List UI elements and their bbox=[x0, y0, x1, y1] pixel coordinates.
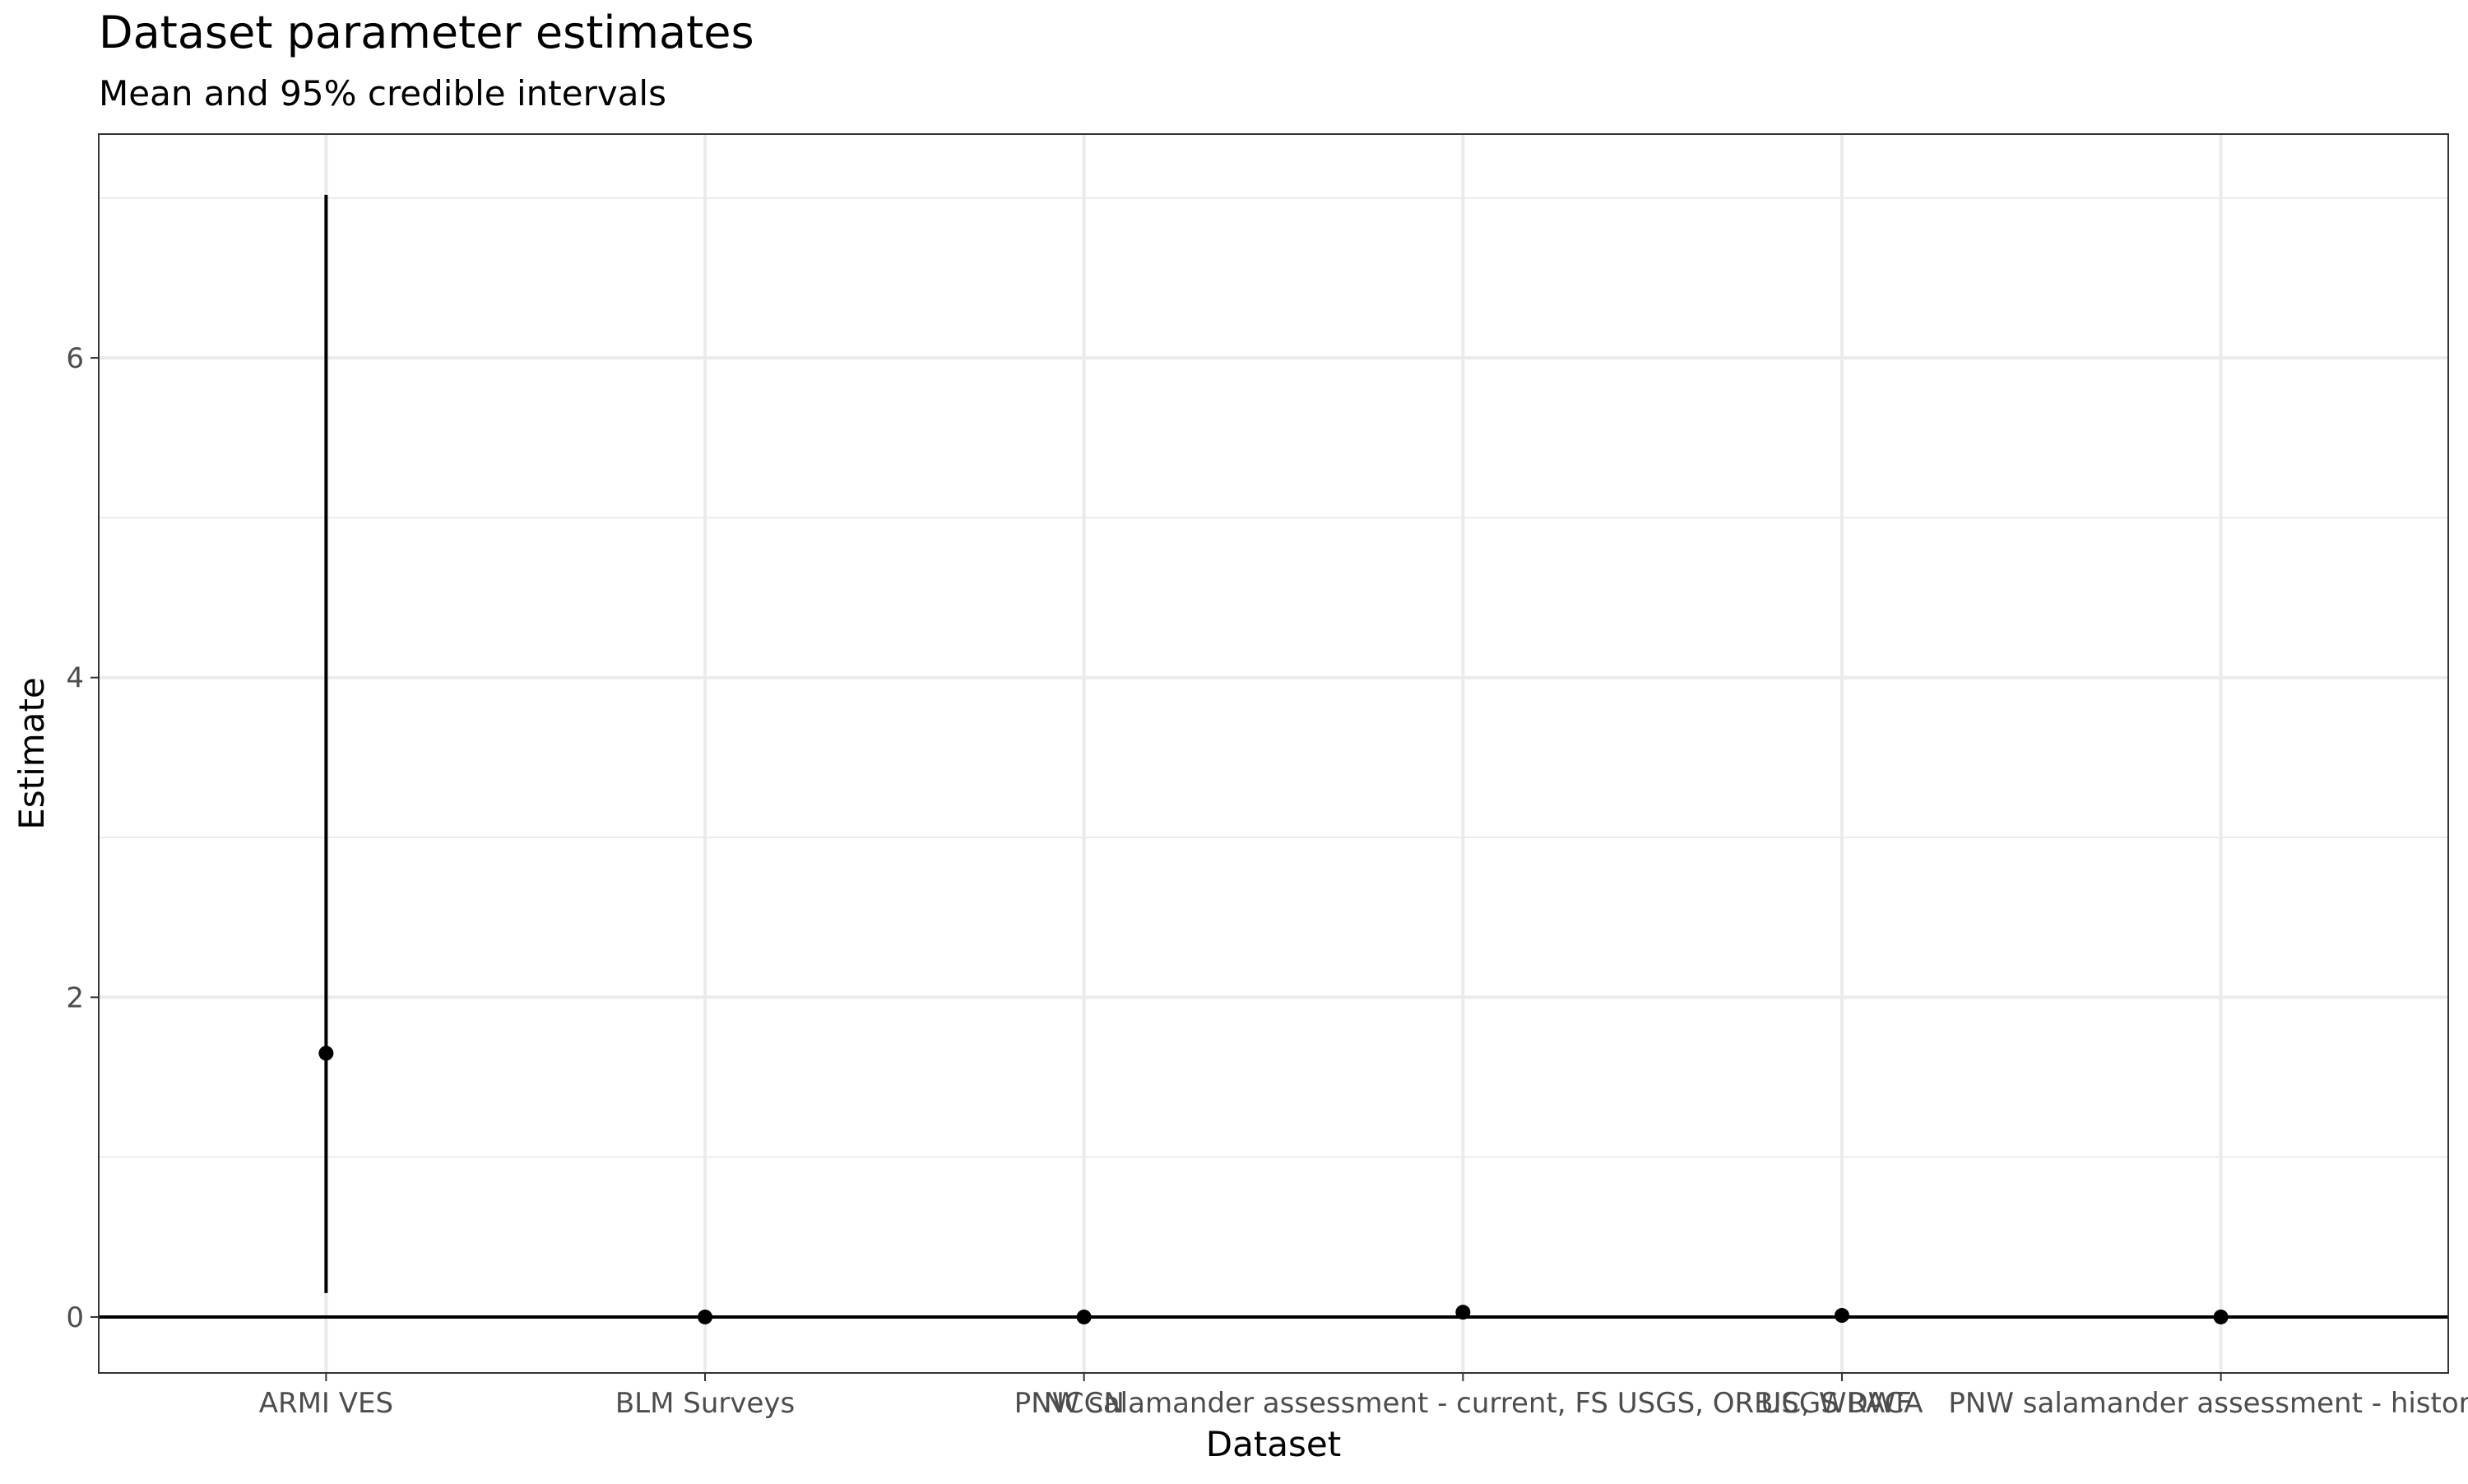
x-tick-label: PNW salamander assessment - current, FS … bbox=[1014, 1387, 1912, 1420]
y-tick-label: 0 bbox=[66, 1301, 84, 1334]
x-tick-label: PNW salamander assessment - historic bbox=[1948, 1387, 2468, 1420]
mean-point bbox=[698, 1309, 713, 1324]
y-axis: 0 2 4 6 bbox=[66, 342, 99, 1334]
x-tick-label: ARMI VES bbox=[259, 1387, 393, 1420]
chart-title: Dataset parameter estimates bbox=[99, 7, 754, 58]
y-tick-label: 2 bbox=[66, 981, 84, 1014]
mean-point bbox=[1076, 1309, 1092, 1324]
chart-subtitle: Mean and 95% credible intervals bbox=[99, 73, 666, 114]
x-axis-title: Dataset bbox=[1206, 1424, 1341, 1464]
mean-point bbox=[2213, 1309, 2229, 1324]
y-tick-label: 6 bbox=[66, 342, 84, 375]
x-tick-label: NCCN bbox=[1043, 1387, 1124, 1420]
x-tick-label: USGS RACA bbox=[1761, 1387, 1923, 1420]
mean-point bbox=[318, 1046, 334, 1061]
y-tick-label: 4 bbox=[66, 662, 84, 695]
panel-border bbox=[98, 133, 2449, 1374]
mean-point bbox=[1455, 1305, 1471, 1320]
data-layer bbox=[318, 194, 2229, 1324]
mean-point bbox=[1834, 1308, 1849, 1324]
y-axis-title: Estimate bbox=[12, 677, 52, 830]
grid-layer bbox=[99, 134, 2448, 1373]
x-tick-label: BLM Surveys bbox=[615, 1387, 795, 1420]
